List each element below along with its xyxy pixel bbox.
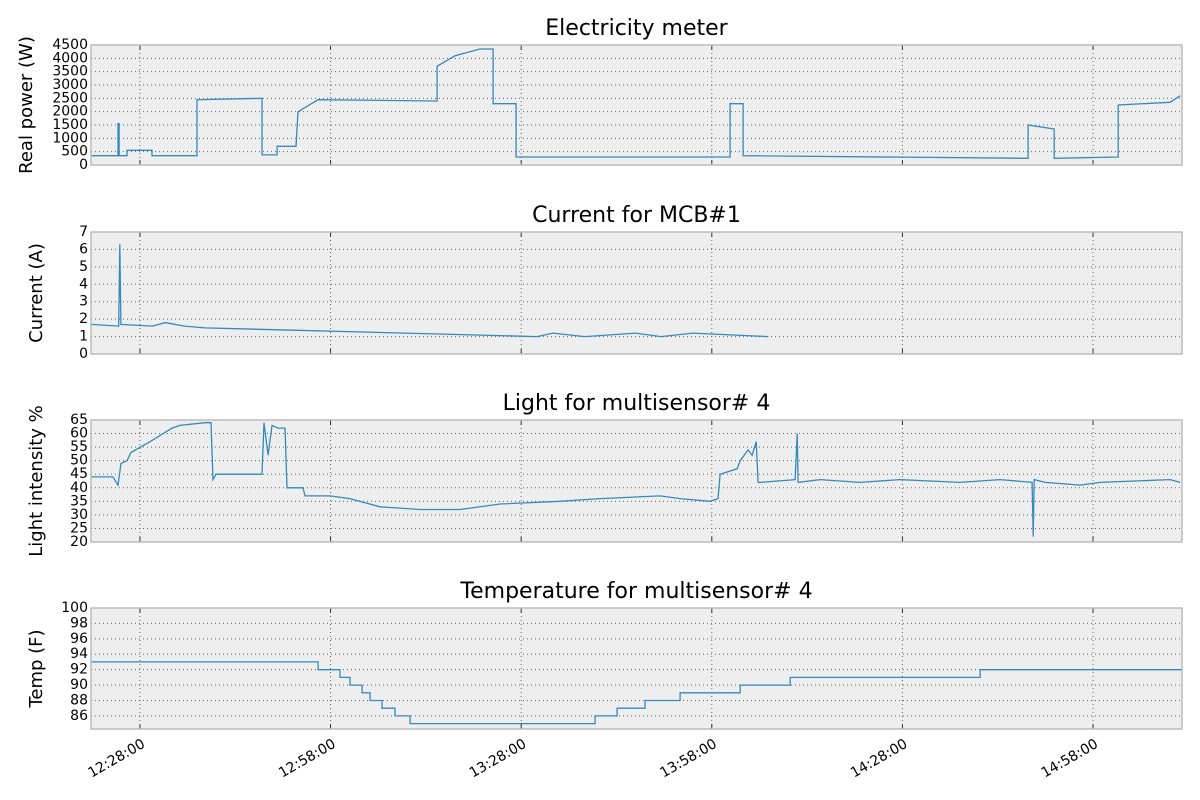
- y-axis-label: Temp (F): [26, 629, 47, 708]
- data-line: [91, 244, 769, 338]
- chart-title: Light for multisensor# 4: [503, 391, 771, 416]
- y-tick-label: 1500: [52, 117, 88, 133]
- data-line: [91, 48, 1181, 159]
- x-tick-label: 14:28:00: [848, 736, 910, 781]
- plot-area: [91, 608, 1182, 729]
- y-axis-label: Real power (W): [16, 36, 37, 174]
- y-tick-label: 2: [79, 311, 88, 327]
- y-tick-label: 92: [70, 662, 88, 678]
- series-group: [91, 661, 1182, 725]
- y-tick-label: 4: [79, 276, 88, 292]
- chart-title: Temperature for multisensor# 4: [459, 579, 812, 604]
- y-tick-label: 0: [79, 157, 88, 173]
- chart-title: Current for MCB#1: [532, 203, 741, 228]
- data-line: [91, 661, 1182, 725]
- y-tick-label: 3: [79, 294, 88, 310]
- y-tick-label: 100: [61, 600, 88, 616]
- chart-title: Electricity meter: [545, 16, 728, 41]
- y-tick-label: 50: [70, 453, 88, 469]
- y-tick-label: 96: [70, 631, 88, 647]
- series-group: [91, 422, 1181, 537]
- y-tick-label: 4000: [52, 50, 88, 66]
- x-tick-label: 13:28:00: [467, 736, 529, 781]
- plot-frame: [90, 607, 1183, 730]
- y-tick-label: 86: [70, 708, 88, 724]
- y-axis-label: Current (A): [26, 243, 47, 343]
- plot-frame: [90, 44, 1183, 166]
- series-group: [91, 244, 769, 338]
- y-tick-label: 40: [70, 480, 88, 496]
- y-tick-label: 88: [70, 692, 88, 708]
- y-tick-label: 94: [70, 646, 88, 662]
- data-line: [91, 422, 1181, 537]
- plot-area: [91, 45, 1182, 165]
- x-tick-label: 12:28:00: [85, 736, 147, 781]
- y-tick-label: 35: [70, 493, 88, 509]
- y-tick-label: 5: [79, 259, 88, 275]
- series-group: [91, 48, 1181, 159]
- y-tick-label: 2000: [52, 104, 88, 120]
- y-tick-label: 30: [70, 507, 88, 523]
- y-tick-label: 0: [79, 346, 88, 362]
- x-tick-label: 14:58:00: [1039, 736, 1101, 781]
- y-tick-label: 6: [79, 241, 88, 257]
- y-tick-label: 25: [70, 520, 88, 536]
- plot-area: [91, 420, 1182, 542]
- plot-frame: [90, 419, 1183, 543]
- y-tick-label: 55: [70, 439, 88, 455]
- y-tick-label: 60: [70, 426, 88, 442]
- y-tick-label: 45: [70, 466, 88, 482]
- y-axis-label: Light intensity %: [26, 405, 47, 557]
- y-tick-label: 1: [79, 329, 88, 345]
- plot-area: [91, 232, 1182, 354]
- y-tick-label: 20: [70, 534, 88, 550]
- y-tick-label: 7: [79, 224, 88, 240]
- y-tick-label: 1000: [52, 130, 88, 146]
- y-tick-label: 98: [70, 615, 88, 631]
- y-tick-label: 3000: [52, 77, 88, 93]
- y-tick-label: 2500: [52, 90, 88, 106]
- y-tick-label: 3500: [52, 64, 88, 80]
- y-tick-label: 500: [61, 144, 88, 160]
- plot-frame: [90, 231, 1183, 355]
- y-tick-label: 90: [70, 677, 88, 693]
- y-tick-label: 4500: [52, 37, 88, 53]
- x-tick-label: 13:58:00: [657, 736, 719, 781]
- y-tick-label: 65: [70, 412, 88, 428]
- x-tick-label: 12:58:00: [276, 736, 338, 781]
